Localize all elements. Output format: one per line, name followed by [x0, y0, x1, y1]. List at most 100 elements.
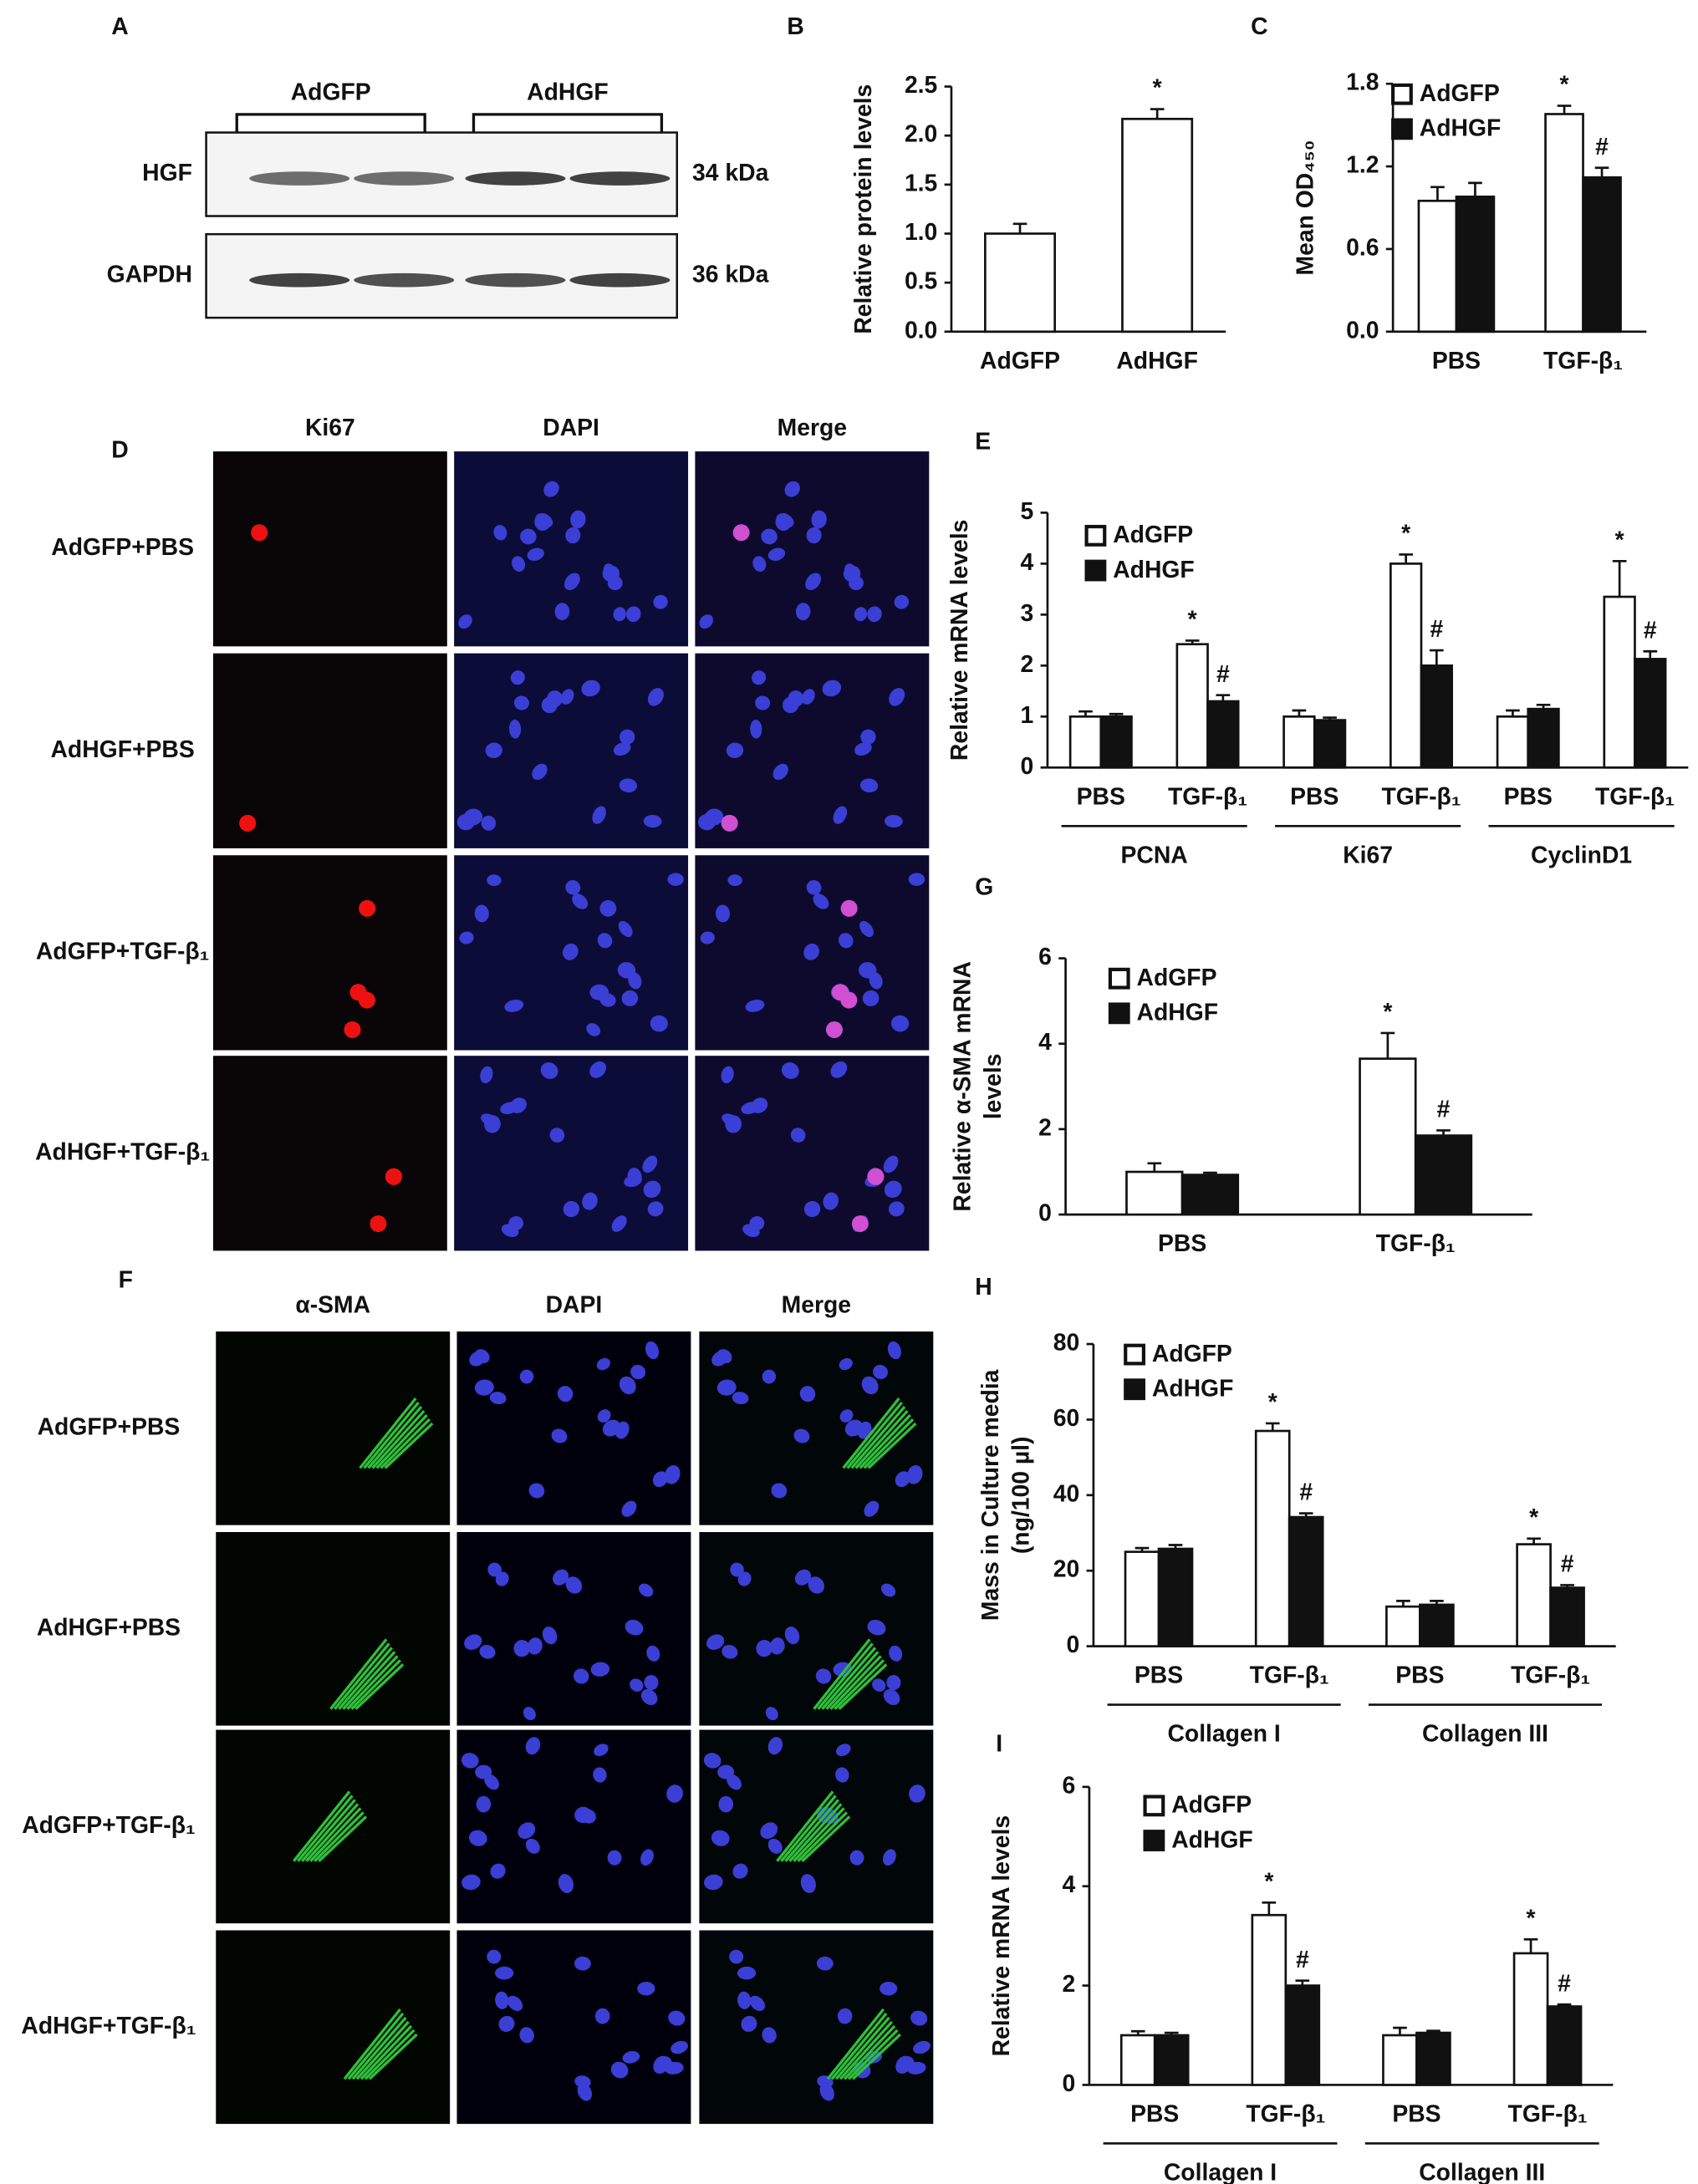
ki67-nucleus: [344, 1021, 361, 1038]
x-tick-label: TGF-β₁: [1246, 2101, 1325, 2128]
actin-fiber: [380, 1418, 431, 1469]
nucleus: [755, 695, 771, 710]
nucleus: [619, 778, 638, 793]
error-bar: [1393, 2026, 1407, 2036]
nucleus: [630, 1678, 644, 1692]
error-bar: [1298, 1512, 1313, 1518]
legend-swatch: [1391, 118, 1413, 140]
nucleus: [640, 1849, 654, 1866]
x-tick-label: TGF-β₁: [1543, 348, 1623, 374]
legend-label: AdHGF: [1113, 557, 1195, 583]
significance-marker: *: [1401, 521, 1410, 547]
nucleus: [525, 1737, 541, 1755]
actin-fiber: [797, 1811, 848, 1862]
nucleus: [767, 1737, 783, 1755]
x-tick-label: TGF-β₁: [1250, 1662, 1329, 1689]
blot-band: [354, 272, 455, 288]
row-label: AdGFP+PBS: [38, 1413, 181, 1440]
actin-fiber: [834, 2016, 890, 2080]
nucleus: [727, 1774, 742, 1790]
micrograph: [456, 1930, 691, 2125]
column-header: α-SMA: [295, 1292, 370, 1319]
nucleus: [886, 1675, 901, 1691]
blot-band: [354, 171, 455, 186]
panel-label: F: [119, 1267, 133, 1294]
nucleus: [752, 556, 767, 572]
column-header: Merge: [782, 1292, 851, 1319]
nucleus: [562, 943, 579, 960]
nucleus: [793, 1428, 810, 1443]
actin-fiber: [838, 1663, 888, 1710]
nucleus: [646, 1645, 660, 1662]
nucleus: [582, 1192, 598, 1210]
error-bar: [1468, 181, 1482, 197]
nucleus: [653, 594, 668, 609]
micrograph-background: [212, 855, 447, 1051]
group-label: Collagen III: [1419, 2160, 1545, 2184]
actin-fiber: [364, 2029, 416, 2080]
micrograph: [212, 1056, 447, 1251]
nucleus: [643, 1180, 661, 1199]
legend-label: AdHGF: [1171, 1826, 1253, 1853]
micrograph: [695, 855, 930, 1051]
x-tick-label: TGF-β₁: [1508, 2101, 1588, 2128]
micrograph: [216, 1331, 451, 1525]
nucleus: [554, 603, 570, 621]
error-bar: [1557, 2003, 1572, 2007]
x-tick-label: PBS: [1395, 1662, 1444, 1689]
nucleus: [706, 1634, 725, 1650]
x-tick-label: TGF-β₁: [1376, 1230, 1456, 1257]
nucleus: [613, 742, 631, 756]
bar: [1099, 715, 1133, 769]
actin-fiber: [784, 1799, 840, 1862]
blot-band: [249, 272, 350, 288]
nucleus: [767, 547, 786, 561]
nucleus: [507, 1995, 523, 2011]
nucleus: [811, 510, 827, 529]
error-bar: [1426, 2029, 1440, 2034]
nucleus: [475, 1764, 492, 1779]
nucleus: [737, 1991, 752, 2009]
bar: [1415, 2031, 1451, 2086]
nucleus: [570, 510, 586, 529]
nucleus: [592, 806, 606, 824]
nucleus: [485, 742, 502, 759]
nucleus: [518, 1822, 536, 1840]
panel-label: E: [975, 429, 991, 456]
actin-fiber: [850, 1405, 906, 1469]
nucleus: [801, 689, 815, 705]
legend-swatch: [1124, 1343, 1145, 1366]
blot-group-label: AdHGF: [527, 79, 609, 105]
nucleus: [520, 528, 537, 545]
column-header: Ki67: [305, 415, 355, 441]
significance-marker: #: [1430, 616, 1443, 643]
nucleus: [573, 1668, 589, 1684]
micrograph: [699, 1331, 934, 1525]
micrograph: [216, 1930, 451, 2125]
x-tick-label: PBS: [1290, 783, 1339, 810]
y-tick-label: 1.0: [905, 219, 937, 246]
significance-marker: *: [1268, 1389, 1277, 1416]
nucleus: [549, 1128, 565, 1143]
nucleus: [534, 512, 551, 532]
legend-swatch: [1143, 1830, 1165, 1851]
significance-marker: *: [1527, 1905, 1536, 1932]
legend-label: AdGFP: [1171, 1792, 1252, 1819]
blot-band: [249, 171, 350, 186]
nucleus: [823, 1192, 839, 1210]
micrograph: [699, 1930, 934, 2125]
micrograph-background: [216, 1331, 451, 1525]
nucleus: [602, 565, 620, 583]
nucleus: [815, 1668, 832, 1684]
micrograph: [456, 1531, 691, 1726]
nucleus: [913, 2040, 931, 2054]
panel-label: I: [996, 1730, 1002, 1757]
error-bar: [1216, 694, 1231, 702]
bar: [1125, 1170, 1184, 1216]
nucleus: [565, 527, 581, 544]
nucleus: [461, 1874, 481, 1891]
nucleus: [765, 1707, 778, 1721]
micrograph-background: [456, 1729, 691, 1924]
actin-fiber: [863, 1418, 915, 1469]
actin-fiber: [346, 1655, 399, 1710]
